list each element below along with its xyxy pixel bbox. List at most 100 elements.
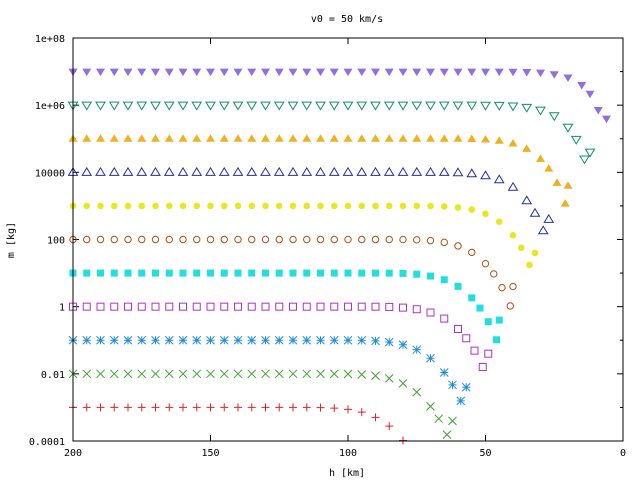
data-point bbox=[357, 336, 367, 345]
data-point bbox=[549, 71, 559, 79]
data-point bbox=[602, 115, 611, 124]
data-point bbox=[397, 166, 409, 176]
data-point bbox=[288, 68, 298, 77]
data-point bbox=[517, 244, 525, 252]
data-point bbox=[136, 101, 148, 111]
data-point bbox=[219, 369, 229, 379]
data-point bbox=[481, 68, 490, 77]
data-point bbox=[316, 235, 325, 244]
data-point bbox=[397, 101, 409, 111]
data-point bbox=[579, 155, 590, 165]
data-point bbox=[372, 269, 379, 277]
data-point bbox=[478, 362, 487, 371]
data-point bbox=[97, 269, 104, 277]
data-point bbox=[371, 302, 380, 311]
data-point bbox=[315, 166, 326, 176]
data-point bbox=[316, 302, 325, 311]
data-point bbox=[261, 403, 270, 412]
data-point bbox=[261, 369, 270, 379]
data-point bbox=[261, 134, 270, 142]
data-point bbox=[260, 166, 271, 176]
data-point bbox=[385, 302, 394, 311]
data-point bbox=[150, 166, 161, 176]
data-point bbox=[357, 302, 366, 311]
data-point bbox=[109, 68, 119, 77]
data-point bbox=[151, 235, 160, 244]
data-point bbox=[344, 202, 352, 210]
data-point bbox=[165, 302, 174, 311]
data-point bbox=[219, 134, 229, 142]
data-point bbox=[343, 68, 353, 77]
data-point bbox=[330, 235, 338, 244]
data-point bbox=[357, 370, 367, 379]
data-point bbox=[411, 101, 423, 111]
data-point bbox=[248, 269, 256, 277]
data-point bbox=[96, 235, 105, 244]
data-point bbox=[456, 396, 466, 406]
data-point bbox=[385, 269, 393, 277]
data-point bbox=[494, 68, 504, 77]
data-point bbox=[552, 178, 562, 186]
data-point bbox=[544, 164, 554, 172]
data-point bbox=[411, 166, 423, 176]
data-point bbox=[563, 74, 573, 83]
data-point bbox=[289, 403, 297, 412]
data-point bbox=[398, 134, 408, 142]
data-point bbox=[330, 404, 339, 413]
data-point bbox=[96, 68, 105, 77]
data-point bbox=[138, 202, 146, 210]
data-point bbox=[357, 408, 366, 417]
data-point bbox=[193, 202, 201, 210]
data-point bbox=[370, 101, 381, 111]
data-point bbox=[233, 369, 243, 379]
data-point bbox=[398, 68, 408, 77]
data-point bbox=[95, 101, 106, 111]
data-point bbox=[427, 272, 434, 280]
data-point bbox=[495, 218, 503, 225]
data-point bbox=[137, 302, 146, 311]
data-point bbox=[288, 369, 298, 379]
data-point bbox=[247, 403, 256, 412]
data-point bbox=[109, 369, 119, 379]
data-point bbox=[329, 369, 339, 379]
data-point bbox=[207, 202, 214, 210]
data-point bbox=[303, 269, 311, 277]
data-point bbox=[412, 387, 422, 397]
data-point bbox=[425, 166, 436, 176]
data-point bbox=[218, 101, 230, 111]
data-point bbox=[96, 134, 105, 142]
data-point bbox=[413, 202, 421, 210]
data-point bbox=[193, 269, 201, 277]
data-point bbox=[192, 369, 202, 379]
data-point bbox=[427, 202, 434, 210]
data-point bbox=[481, 260, 490, 268]
data-point bbox=[177, 166, 189, 176]
data-point bbox=[192, 134, 202, 142]
data-point bbox=[137, 403, 146, 412]
data-point bbox=[328, 101, 340, 111]
data-point bbox=[434, 414, 444, 424]
data-point bbox=[426, 402, 435, 411]
data-point bbox=[560, 199, 570, 207]
data-point bbox=[343, 134, 353, 142]
data-point bbox=[344, 269, 352, 277]
data-point bbox=[151, 335, 160, 345]
data-point bbox=[412, 345, 422, 355]
plot-frame bbox=[72, 37, 624, 442]
data-point bbox=[316, 68, 325, 77]
data-point bbox=[96, 369, 105, 379]
data-point bbox=[288, 335, 298, 345]
data-point bbox=[220, 269, 228, 277]
data-point bbox=[384, 68, 394, 77]
data-point bbox=[109, 335, 119, 345]
data-point bbox=[220, 302, 229, 311]
data-point bbox=[358, 202, 366, 210]
data-point bbox=[481, 135, 490, 143]
data-point bbox=[275, 403, 284, 412]
data-point bbox=[371, 68, 380, 77]
data-point bbox=[275, 202, 283, 210]
data-point bbox=[247, 302, 256, 311]
data-point bbox=[163, 101, 175, 111]
data-point bbox=[124, 269, 132, 277]
data-point bbox=[164, 134, 174, 142]
